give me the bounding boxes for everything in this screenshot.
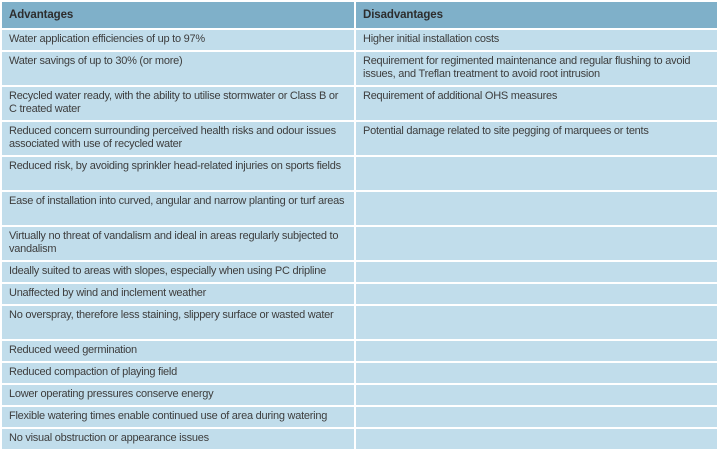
disadvantage-cell (356, 192, 717, 225)
advantage-cell: No visual obstruction or appearance issu… (2, 429, 354, 449)
advantage-cell: Virtually no threat of vandalism and ide… (2, 227, 354, 260)
advantage-cell: Reduced weed germination (2, 341, 354, 361)
advantage-cell: Flexible watering times enable continued… (2, 407, 354, 427)
advantage-cell: Unaffected by wind and inclement weather (2, 284, 354, 304)
disadvantage-cell: Requirement of additional OHS measures (356, 87, 717, 120)
table-row: Flexible watering times enable continued… (2, 407, 717, 427)
advantage-cell: Lower operating pressures conserve energ… (2, 385, 354, 405)
disadvantage-cell: Requirement for regimented maintenance a… (356, 52, 717, 85)
disadvantage-cell: Potential damage related to site pegging… (356, 122, 717, 155)
advantage-cell: No overspray, therefore less staining, s… (2, 306, 354, 339)
advantage-cell: Ideally suited to areas with slopes, esp… (2, 262, 354, 282)
table-row: Reduced concern surrounding perceived he… (2, 122, 717, 155)
disadvantage-cell (356, 407, 717, 427)
table-body: Water application efficiencies of up to … (2, 30, 717, 449)
table-row: Lower operating pressures conserve energ… (2, 385, 717, 405)
advantage-cell: Reduced risk, by avoiding sprinkler head… (2, 157, 354, 190)
header-row: Advantages Disadvantages (2, 2, 717, 28)
disadvantage-cell (356, 429, 717, 449)
table-row: Reduced compaction of playing field (2, 363, 717, 383)
advantage-cell: Water savings of up to 30% (or more) (2, 52, 354, 85)
advantage-cell: Recycled water ready, with the ability t… (2, 87, 354, 120)
advantage-cell: Reduced concern surrounding perceived he… (2, 122, 354, 155)
table-row: Ideally suited to areas with slopes, esp… (2, 262, 717, 282)
disadvantage-cell (356, 157, 717, 190)
table-row: Reduced risk, by avoiding sprinkler head… (2, 157, 717, 190)
table-row: No overspray, therefore less staining, s… (2, 306, 717, 339)
table-row: No visual obstruction or appearance issu… (2, 429, 717, 449)
disadvantage-cell (356, 227, 717, 260)
disadvantage-cell (356, 262, 717, 282)
table-row: Ease of installation into curved, angula… (2, 192, 717, 225)
advantage-cell: Reduced compaction of playing field (2, 363, 354, 383)
table-row: Unaffected by wind and inclement weather (2, 284, 717, 304)
disadvantage-cell (356, 385, 717, 405)
advantages-column-header: Advantages (2, 2, 354, 28)
advantage-cell: Ease of installation into curved, angula… (2, 192, 354, 225)
table-row: Water application efficiencies of up to … (2, 30, 717, 50)
disadvantage-cell (356, 341, 717, 361)
table-row: Reduced weed germination (2, 341, 717, 361)
disadvantage-cell (356, 363, 717, 383)
table-row: Water savings of up to 30% (or more) Requ… (2, 52, 717, 85)
disadvantages-column-header: Disadvantages (356, 2, 717, 28)
table-row: Virtually no threat of vandalism and ide… (2, 227, 717, 260)
disadvantage-cell (356, 284, 717, 304)
disadvantage-cell: Higher initial installation costs (356, 30, 717, 50)
disadvantage-cell (356, 306, 717, 339)
table-row: Recycled water ready, with the ability t… (2, 87, 717, 120)
advantage-cell: Water application efficiencies of up to … (2, 30, 354, 50)
